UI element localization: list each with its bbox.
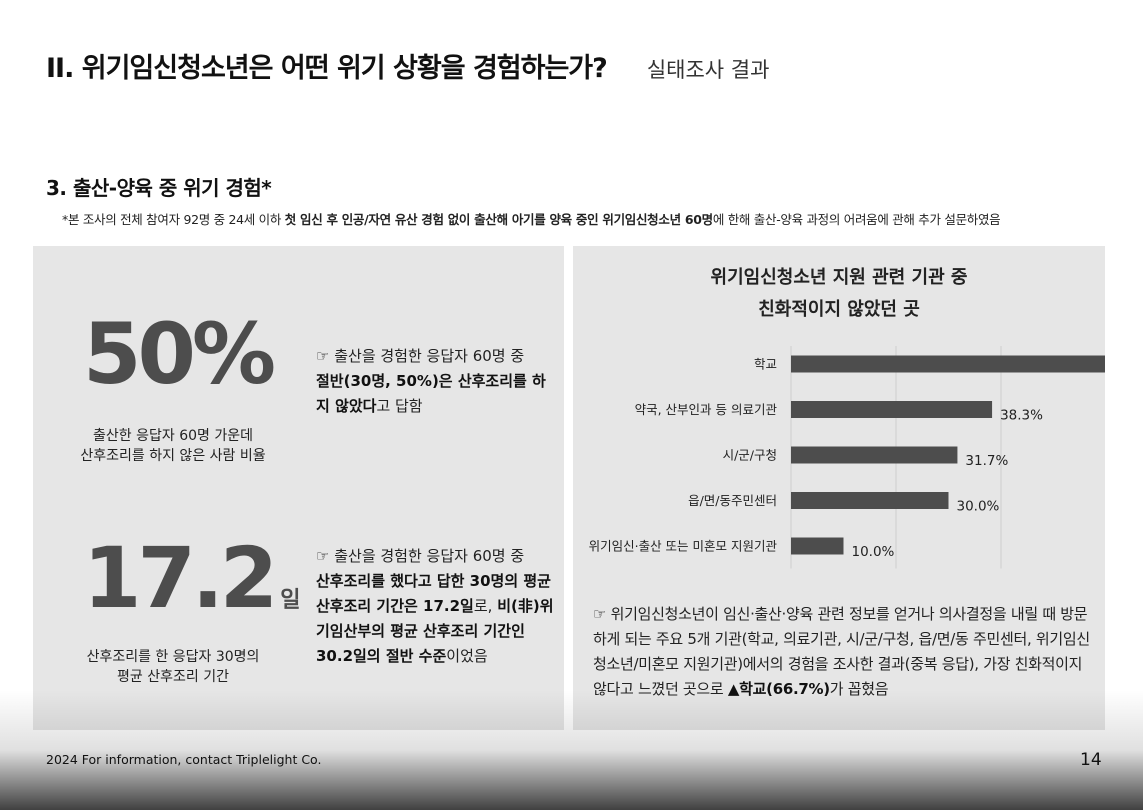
section-note: *본 조사의 전체 참여자 92명 중 24세 이하 첫 임신 후 인공/자연 … [62,209,1001,228]
description-bold: 절반(30명, 50%)은 산후조리를 하지 않았다 [316,372,546,415]
category-label: 학교 [754,357,777,372]
note-text-bold: 첫 임신 후 인공/자연 유산 경험 없이 출산해 아기를 양육 중인 위기임신… [284,212,713,227]
category-label: 약국, 산부인과 등 의료기관 [635,402,778,417]
description-end: 이었음 [446,647,488,665]
caption-line: 산후조리를 한 응답자 30명의 [86,649,260,665]
chart-panel: 위기임신청소년 지원 관련 기관 중 친화적이지 않았던 곳 학교66.7%약국… [573,246,1105,730]
page-header: II. 위기임신청소년은 어떤 위기 상황을 경험하는가? 실태조사 결과 [46,46,769,85]
chart-desc-text: ☞ 위기임신청소년이 임신·출산·양육 관련 정보를 얻거나 의사결정을 내릴 … [593,605,1090,698]
chart-title-line: 친화적이지 않았던 곳 [758,299,920,320]
stats-panel: 50% 출산한 응답자 60명 가운데 산후조리를 하지 않은 사람 비율 ☞ … [33,246,564,730]
note-text-post: 에 한해 출산-양육 과정의 어려움에 관해 추가 설문하였음 [712,212,1001,227]
bar [791,537,844,555]
page-number: 14 [1080,750,1102,770]
description-bold: 비(非)위기임산부의 평균 산후조리 기간인 30.2일의 절반 수준 [316,597,554,665]
stat-unit: 일 [280,588,301,613]
bar [791,401,993,418]
description-mid: 로, [473,597,498,615]
value-label: 31.7% [965,453,1008,469]
footer-text: 2024 For information, contact Tripleligh… [46,752,322,767]
caption-line: 출산한 응답자 60명 가운데 [93,428,253,444]
stat-postpartum-skip-caption: 출산한 응답자 60명 가운데 산후조리를 하지 않은 사람 비율 [53,426,293,466]
stat-postpartum-days-description: ☞ 출산을 경험한 응답자 60명 중 산후조리를 했다고 답한 30명의 평균… [316,544,561,669]
section-title: 3. 출산-양육 중 위기 경험* [46,176,272,200]
chart-title-line: 위기임신청소년 지원 관련 기관 중 [710,267,968,288]
page-title: II. 위기임신청소년은 어떤 위기 상황을 경험하는가? [46,53,608,84]
value-label: 38.3% [1000,408,1043,424]
bar [791,492,949,509]
note-text-pre: *본 조사의 전체 참여자 92명 중 24세 이하 [62,212,285,227]
page-subtitle: 실태조사 결과 [646,58,770,82]
value-label: 10.0% [852,544,895,560]
caption-line: 산후조리를 하지 않은 사람 비율 [80,448,266,464]
bar-chart: 학교66.7%약국, 산부인과 등 의료기관38.3%시/군/구청31.7%읍/… [589,346,1105,569]
description-end: 고 답함 [376,397,423,415]
category-label: 읍/면/동주민센터 [688,493,777,508]
description-line: ☞ 출산을 경험한 응답자 60명 중 [316,347,525,365]
value-label: 30.0% [957,499,1000,515]
category-label: 시/군/구청 [723,448,777,463]
stat-postpartum-days-value: 17.2 일 [83,536,301,620]
stat-postpartum-skip-value: 50% [83,305,276,403]
chart-description: ☞ 위기임신청소년이 임신·출산·양육 관련 정보를 얻거나 의사결정을 내릴 … [593,602,1093,702]
bar [791,355,1105,373]
stat-postpartum-days-caption: 산후조리를 한 응답자 30명의 평균 산후조리 기간 [53,647,293,687]
caption-line: 평균 산후조리 기간 [117,669,229,685]
stat-number: 17.2 [83,529,278,627]
chart-title: 위기임신청소년 지원 관련 기관 중 친화적이지 않았던 곳 [573,262,1105,326]
description-line: ☞ 출산을 경험한 응답자 60명 중 [316,547,525,565]
footer-gradient [0,690,1143,810]
description-bold: 산후조리를 했다고 답한 30명의 평균 산후조리 기간은 17.2일 [316,572,551,615]
bar [791,446,958,464]
stat-postpartum-skip-description: ☞ 출산을 경험한 응답자 60명 중 절반(30명, 50%)은 산후조리를 … [316,344,556,419]
category-label: 위기임신·출산 또는 미혼모 지원기관 [589,539,778,554]
